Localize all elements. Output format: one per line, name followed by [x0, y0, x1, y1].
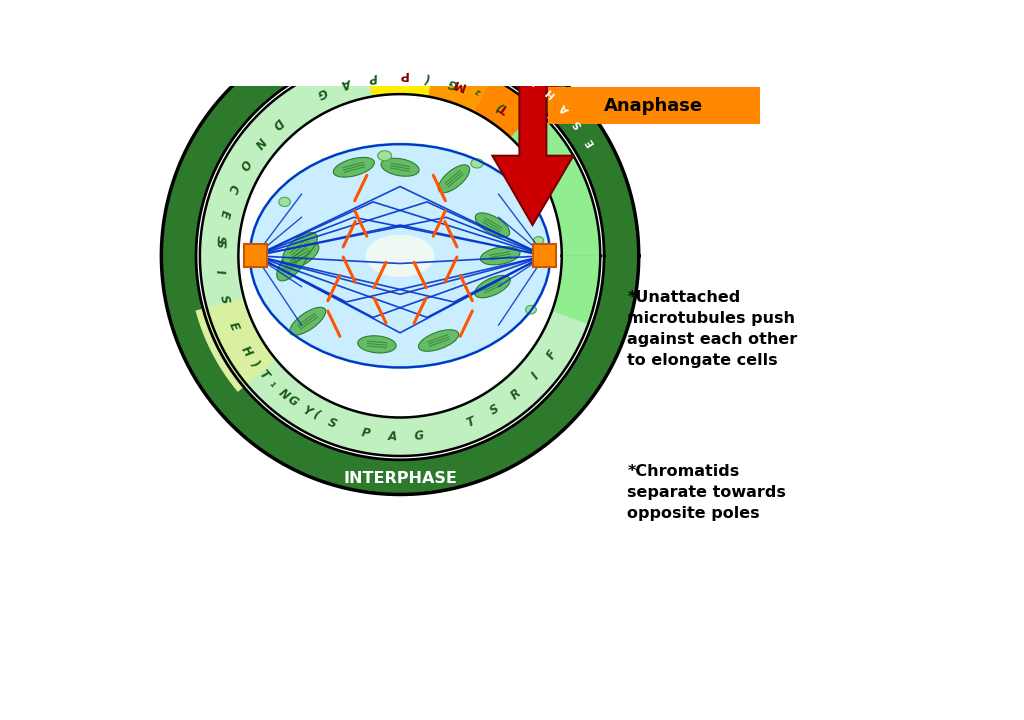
Polygon shape: [473, 78, 537, 138]
Text: T: T: [465, 415, 477, 430]
Polygon shape: [540, 256, 600, 356]
Ellipse shape: [471, 159, 483, 168]
Polygon shape: [247, 360, 528, 456]
Text: INTERPHASE: INTERPHASE: [343, 471, 457, 486]
Text: C: C: [492, 50, 503, 63]
FancyBboxPatch shape: [534, 244, 556, 267]
Polygon shape: [162, 17, 639, 495]
Text: E: E: [226, 320, 241, 333]
Ellipse shape: [250, 144, 550, 367]
Ellipse shape: [366, 235, 435, 277]
Text: *Chromatids
separate towards
opposite poles: *Chromatids separate towards opposite po…: [628, 464, 786, 521]
Polygon shape: [200, 55, 588, 456]
FancyBboxPatch shape: [548, 87, 760, 124]
Text: T: T: [453, 36, 462, 48]
Text: N: N: [275, 386, 292, 402]
Text: ): ): [248, 357, 261, 369]
Text: F: F: [544, 348, 559, 361]
Text: A: A: [387, 430, 397, 444]
Text: T: T: [497, 100, 511, 115]
Text: E: E: [217, 208, 231, 219]
Text: P: P: [527, 73, 540, 85]
Text: I: I: [213, 269, 226, 274]
Polygon shape: [200, 58, 372, 341]
Ellipse shape: [475, 213, 510, 237]
Text: (: (: [309, 408, 321, 423]
Text: I: I: [392, 30, 396, 40]
Text: E: E: [584, 136, 596, 148]
Ellipse shape: [480, 247, 520, 265]
Text: N: N: [251, 134, 267, 150]
Text: S: S: [213, 238, 226, 248]
Ellipse shape: [357, 336, 396, 353]
Text: S: S: [217, 294, 231, 305]
Polygon shape: [212, 311, 573, 456]
Text: D: D: [270, 114, 286, 130]
Text: I: I: [474, 43, 481, 54]
Ellipse shape: [419, 330, 459, 351]
Text: ₁: ₁: [265, 377, 279, 390]
Text: R: R: [509, 387, 524, 402]
Text: S: S: [571, 118, 585, 130]
Polygon shape: [200, 55, 600, 456]
Ellipse shape: [281, 243, 318, 269]
Polygon shape: [358, 17, 563, 107]
Text: (: (: [423, 70, 430, 84]
Text: I: I: [529, 370, 542, 382]
Text: C: C: [224, 181, 240, 194]
Text: M: M: [368, 30, 379, 42]
Text: O: O: [236, 156, 252, 171]
Text: O: O: [431, 32, 441, 43]
Text: ₂: ₂: [473, 86, 483, 99]
Polygon shape: [428, 58, 490, 112]
Text: G: G: [285, 393, 300, 410]
Text: S: S: [326, 416, 339, 431]
Polygon shape: [493, 63, 573, 225]
Text: G: G: [414, 429, 424, 443]
Text: P: P: [360, 426, 371, 441]
Ellipse shape: [283, 233, 317, 264]
Text: S: S: [487, 402, 502, 418]
Text: ): ): [496, 99, 507, 112]
Polygon shape: [200, 187, 260, 356]
Text: *Unattached
microtubules push
against each other
to elongate cells: *Unattached microtubules push against ea…: [628, 290, 798, 369]
Text: A: A: [341, 75, 353, 90]
Ellipse shape: [475, 276, 510, 298]
Text: A: A: [558, 102, 571, 114]
Ellipse shape: [438, 165, 470, 193]
Polygon shape: [196, 297, 276, 392]
Ellipse shape: [378, 150, 391, 161]
Text: H: H: [543, 86, 556, 99]
Text: T: T: [412, 30, 420, 40]
Polygon shape: [366, 55, 435, 96]
Text: S: S: [213, 235, 226, 245]
Ellipse shape: [525, 305, 537, 314]
FancyBboxPatch shape: [244, 244, 267, 267]
Ellipse shape: [279, 197, 291, 207]
Text: P: P: [398, 68, 408, 81]
Text: Anaphase: Anaphase: [604, 96, 703, 114]
Ellipse shape: [333, 158, 375, 177]
Text: G: G: [446, 75, 460, 91]
Text: Y: Y: [300, 403, 313, 418]
Polygon shape: [493, 92, 600, 256]
Text: T: T: [256, 367, 271, 382]
Text: M: M: [451, 76, 467, 93]
Ellipse shape: [381, 158, 419, 176]
Ellipse shape: [276, 246, 308, 281]
Text: H: H: [239, 344, 255, 359]
Ellipse shape: [290, 307, 326, 336]
Text: P: P: [368, 70, 379, 84]
Text: G: G: [315, 84, 330, 100]
Polygon shape: [201, 63, 358, 242]
Ellipse shape: [534, 237, 544, 244]
